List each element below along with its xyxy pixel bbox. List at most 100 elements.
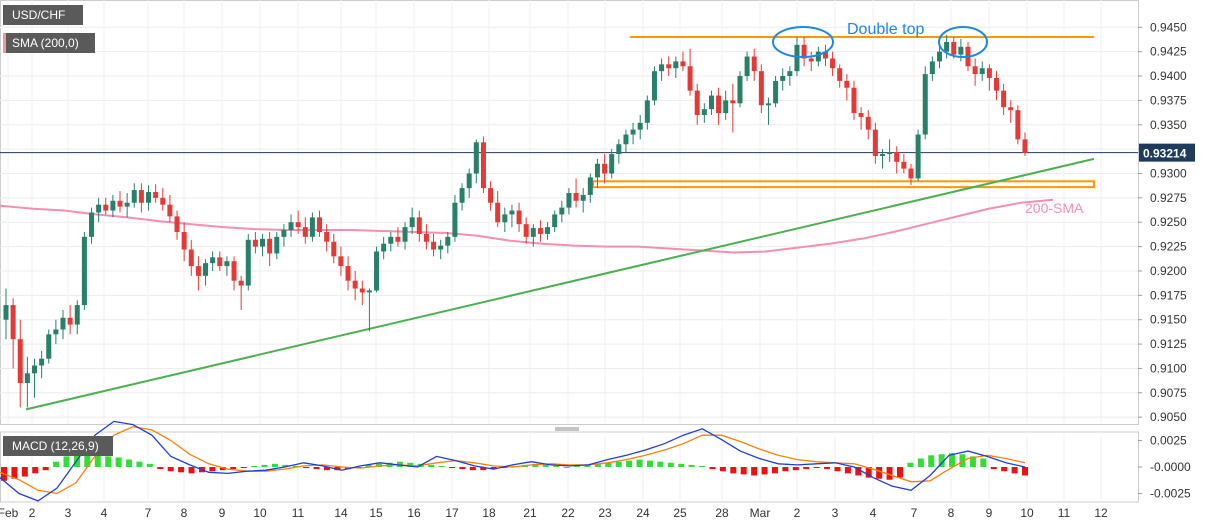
macd-histogram-bar: [688, 464, 695, 467]
macd-histogram-bar: [261, 464, 268, 467]
candle: [787, 66, 793, 86]
macd-indicator-badge[interactable]: MACD (12,26,9): [3, 436, 113, 456]
candle-body: [352, 280, 358, 289]
candle: [716, 87, 722, 125]
candle-body: [516, 210, 522, 225]
candle: [124, 192, 130, 218]
time-tick-label: 11: [1058, 506, 1071, 520]
macd-histogram-bar: [626, 460, 633, 467]
macd-histogram-bar: [282, 464, 289, 467]
time-tick-label: 28: [715, 506, 729, 520]
time-tick-label: 15: [369, 506, 383, 520]
price-tick-label: 0.9075: [1150, 386, 1187, 400]
macd-histogram-bar: [323, 467, 330, 471]
macd-histogram-bar: [84, 453, 91, 467]
macd-histogram-bar: [761, 467, 768, 475]
candle: [594, 158, 600, 189]
candle-body: [872, 129, 878, 156]
macd-histogram-bar: [365, 464, 372, 467]
candle-body: [865, 116, 871, 130]
time-tick-label: 11: [292, 506, 305, 520]
candle-body: [160, 197, 166, 205]
candle-body: [488, 188, 494, 203]
macd-histogram-bar: [896, 467, 903, 478]
candle-body: [438, 245, 444, 250]
candle-body: [680, 61, 686, 67]
candle: [495, 191, 501, 228]
macd-histogram-bar: [42, 467, 49, 471]
candle: [630, 122, 636, 145]
time-tick-label: 17: [445, 506, 459, 520]
macd-histogram-bar: [146, 463, 153, 467]
axes-layer: 0.94500.94250.94000.93750.93500.93250.93…: [0, 20, 1195, 520]
candle-body: [174, 216, 180, 232]
candle: [238, 275, 244, 310]
candle: [587, 173, 593, 203]
macd-histogram-bar: [719, 467, 726, 472]
candle-body: [701, 109, 707, 116]
candle-body: [1008, 107, 1014, 111]
candle-body: [509, 210, 515, 215]
candle: [901, 154, 907, 174]
macd-histogram-bar: [490, 467, 497, 470]
candle: [616, 139, 622, 164]
candle: [274, 231, 280, 260]
candle-body: [908, 168, 914, 179]
candle-body: [210, 257, 216, 264]
candle-body: [103, 204, 109, 211]
candle: [758, 64, 764, 114]
candle-body: [195, 266, 201, 276]
macd-histogram-bar: [949, 453, 956, 467]
macd-histogram-bar: [188, 467, 195, 474]
candle-body: [480, 142, 486, 189]
candle: [203, 259, 209, 286]
candle-body: [252, 239, 258, 247]
candle: [993, 71, 999, 101]
macd-histogram-bar: [980, 458, 987, 467]
annotations-layer: Double top 200-SMA: [772, 21, 1084, 216]
price-tick-label: 0.9225: [1150, 240, 1187, 254]
candle-body: [630, 129, 636, 135]
time-tick-label: 9: [986, 506, 993, 520]
candle-body: [708, 95, 714, 110]
candle-body: [972, 66, 978, 75]
candle-body: [737, 76, 743, 104]
candle: [39, 350, 45, 379]
time-tick-label: 18: [482, 506, 496, 520]
candle: [780, 68, 786, 91]
double-top-label: Double top: [847, 21, 924, 38]
candle-body: [10, 305, 16, 340]
time-tick-label: 4: [870, 506, 877, 520]
candle-body: [1015, 110, 1021, 140]
candle-body: [138, 190, 144, 203]
macd-histogram-bar: [209, 467, 216, 472]
candle: [110, 194, 116, 218]
macd-histogram-bar: [428, 464, 435, 467]
candle: [466, 168, 472, 198]
macd-histogram-bar: [1011, 467, 1018, 474]
candle: [808, 51, 814, 72]
candle: [872, 122, 878, 164]
candle-body: [345, 266, 351, 281]
candle-body: [302, 227, 308, 237]
candle: [295, 210, 301, 234]
candle-body: [730, 100, 736, 104]
sma-200-label: 200-SMA: [1025, 200, 1084, 216]
candle-body: [46, 334, 52, 359]
candle-body: [858, 113, 864, 117]
price-tick-label: 0.9425: [1150, 45, 1187, 59]
candle: [708, 90, 714, 116]
candle: [865, 110, 871, 140]
candle-body: [773, 80, 779, 104]
candle: [602, 154, 608, 184]
candle: [160, 188, 166, 211]
macd-histogram-bar: [563, 467, 570, 468]
macd-histogram-bar: [990, 467, 997, 470]
candle: [822, 44, 828, 67]
symbol-badge[interactable]: USD/CHF: [3, 5, 83, 25]
sma-indicator-badge[interactable]: SMA (200,0): [3, 33, 95, 53]
candle: [723, 90, 729, 120]
time-tick-label: 7: [145, 506, 152, 520]
macd-tick-label: -0.0025: [1150, 487, 1191, 501]
